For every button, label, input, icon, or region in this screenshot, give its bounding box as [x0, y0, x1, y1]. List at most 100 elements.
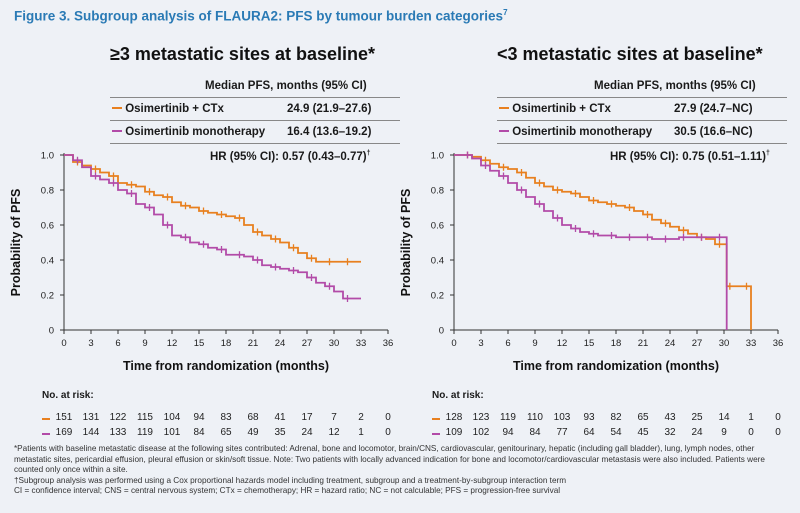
- panel-1-table-rule: [110, 97, 400, 98]
- x-tick-label: 15: [194, 338, 205, 349]
- mono-risk-count: 54: [610, 427, 622, 438]
- panel-1-row-combo-value: 24.9 (21.9–27.6): [287, 103, 372, 115]
- panel-1-row-mono-value: 16.4 (13.6–19.2): [287, 126, 372, 138]
- combo-curve: [454, 154, 752, 330]
- panel-2-title: <3 metastatic sites at baseline*: [497, 44, 763, 64]
- y-tick-label: 0.6: [41, 221, 54, 232]
- y-tick-label: 0.2: [41, 291, 54, 302]
- y-tick-label: 0.6: [431, 221, 444, 232]
- x-tick-label: 9: [142, 338, 147, 349]
- combo-risk-count: 25: [691, 412, 703, 423]
- combo-risk-count: 43: [664, 412, 676, 423]
- mono-risk-count: 101: [163, 427, 181, 438]
- x-tick-label: 18: [221, 338, 232, 349]
- mono-risk-count: 0: [748, 427, 754, 438]
- combo-risk-count: 41: [274, 412, 286, 423]
- combo-legend-line: [112, 107, 122, 109]
- mono-risk-dash: [432, 433, 440, 435]
- mono-risk-count: 77: [556, 427, 568, 438]
- mono-risk-count: 64: [583, 427, 595, 438]
- panel-1-row-combo: Osimertinib + CTx 24.9 (21.9–27.6): [112, 103, 400, 115]
- combo-risk-count: 128: [445, 412, 463, 423]
- combo-risk-count: 119: [500, 412, 516, 423]
- mono-risk-count: 0: [385, 427, 391, 438]
- x-tick-label: 30: [719, 338, 730, 349]
- panel-2-hr: HR (95% CI): 0.75 (0.51–1.11)†: [610, 150, 770, 163]
- mono-risk-count: 49: [247, 427, 259, 438]
- panel-2-table-rule: [497, 120, 787, 121]
- panel-2-row-combo-value: 27.9 (24.7–NC): [674, 103, 753, 115]
- y-axis-label: Probability of PFS: [9, 189, 23, 297]
- footnote-1: *Patients with baseline metastatic disea…: [14, 444, 765, 474]
- x-tick-label: 36: [383, 338, 394, 349]
- panel-2-risk-title: No. at risk:: [432, 390, 484, 401]
- combo-risk-count: 0: [385, 412, 391, 423]
- mono-risk-count: 45: [637, 427, 649, 438]
- footnotes: *Patients with baseline metastatic disea…: [14, 444, 789, 497]
- combo-risk-count: 1: [748, 412, 754, 423]
- y-tick-label: 0.4: [431, 256, 444, 267]
- combo-risk-count: 2: [358, 412, 364, 423]
- mono-risk-count: 84: [529, 427, 541, 438]
- x-tick-label: 6: [505, 338, 510, 349]
- y-tick-label: 0: [439, 326, 444, 337]
- panel-2-table-rule: [497, 97, 787, 98]
- x-tick-label: 6: [115, 338, 120, 349]
- mono-risk-count: 102: [472, 427, 490, 438]
- mono-risk-count: 24: [691, 427, 703, 438]
- y-tick-label: 1.0: [431, 151, 444, 162]
- combo-risk-count: 82: [610, 412, 622, 423]
- combo-risk-count: 103: [553, 412, 571, 423]
- x-tick-label: 9: [532, 338, 537, 349]
- x-axis-label: Time from randomization (months): [513, 359, 719, 373]
- mono-risk-count: 24: [301, 427, 313, 438]
- panel-2-row-combo-label: Osimertinib + CTx: [512, 103, 611, 115]
- combo-risk-count: 122: [109, 412, 127, 423]
- x-tick-label: 27: [302, 338, 313, 349]
- mono-curve: [454, 154, 728, 330]
- combo-risk-count: 110: [527, 412, 543, 423]
- y-tick-label: 0.8: [41, 186, 54, 197]
- y-axis-label: Probability of PFS: [399, 189, 413, 297]
- x-tick-label: 33: [356, 338, 367, 349]
- panel-1-row-combo-label: Osimertinib + CTx: [125, 103, 224, 115]
- x-tick-label: 12: [167, 338, 178, 349]
- combo-risk-count: 93: [583, 412, 595, 423]
- panel-2-row-mono: Osimertinib monotherapy 30.5 (16.6–NC): [499, 126, 787, 138]
- mono-risk-count: 12: [328, 427, 340, 438]
- mono-risk-count: 84: [193, 427, 205, 438]
- x-tick-label: 24: [275, 338, 286, 349]
- panel-1-risk-title: No. at risk:: [42, 390, 94, 401]
- x-tick-label: 30: [329, 338, 340, 349]
- panel-1-hr: HR (95% CI): 0.57 (0.43–0.77)†: [210, 150, 371, 163]
- mono-risk-count: 119: [137, 427, 153, 438]
- y-tick-label: 0: [49, 326, 54, 337]
- combo-risk-count: 94: [193, 412, 205, 423]
- mono-risk-count: 144: [82, 427, 100, 438]
- mono-legend-line: [499, 130, 509, 132]
- y-tick-label: 1.0: [41, 151, 54, 162]
- footnote-3: CI = confidence interval; CNS = central …: [14, 486, 561, 495]
- mono-risk-count: 0: [775, 427, 781, 438]
- mono-risk-count: 109: [445, 427, 463, 438]
- mono-risk-count: 1: [358, 427, 364, 438]
- combo-curve: [64, 154, 361, 263]
- x-tick-label: 33: [746, 338, 757, 349]
- x-tick-label: 21: [248, 338, 259, 349]
- mono-risk-count: 65: [220, 427, 232, 438]
- combo-risk-count: 104: [163, 412, 181, 423]
- combo-risk-count: 131: [82, 412, 100, 423]
- panel-1-table-rule: [110, 143, 400, 144]
- panel-2-row-combo: Osimertinib + CTx 27.9 (24.7–NC): [499, 103, 787, 115]
- combo-risk-count: 83: [220, 412, 232, 423]
- figure-title: Figure 3. Subgroup analysis of FLAURA2: …: [14, 8, 508, 24]
- y-tick-label: 0.8: [431, 186, 444, 197]
- x-tick-label: 15: [584, 338, 595, 349]
- panel-1-row-mono: Osimertinib monotherapy 16.4 (13.6–19.2): [112, 126, 400, 138]
- panel-1-title: ≥3 metastatic sites at baseline*: [110, 44, 376, 64]
- combo-risk-dash: [432, 418, 440, 420]
- x-tick-label: 27: [692, 338, 703, 349]
- mono-risk-count: 32: [664, 427, 676, 438]
- combo-risk-count: 17: [301, 412, 313, 423]
- panel-2-row-mono-value: 30.5 (16.6–NC): [674, 126, 753, 138]
